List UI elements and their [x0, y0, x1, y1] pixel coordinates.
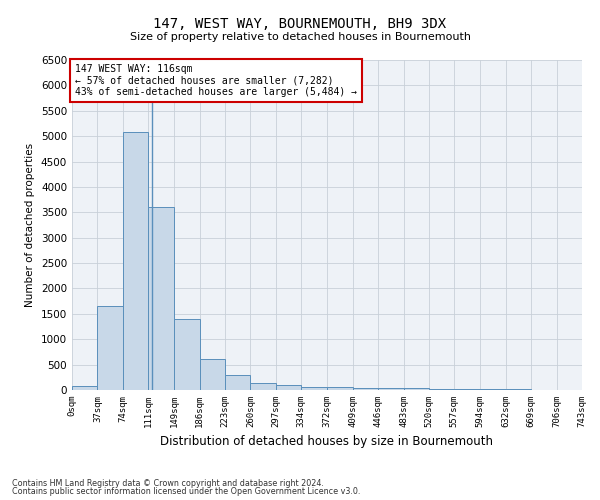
Bar	[174, 319, 200, 390]
Text: 147, WEST WAY, BOURNEMOUTH, BH9 3DX: 147, WEST WAY, BOURNEMOUTH, BH9 3DX	[154, 18, 446, 32]
Bar	[72, 386, 97, 390]
Bar	[250, 383, 276, 390]
X-axis label: Distribution of detached houses by size in Bournemouth: Distribution of detached houses by size …	[161, 436, 493, 448]
Bar	[404, 388, 429, 390]
Bar	[225, 375, 250, 390]
Text: 147 WEST WAY: 116sqm
← 57% of detached houses are smaller (7,282)
43% of semi-de: 147 WEST WAY: 116sqm ← 57% of detached h…	[75, 64, 357, 98]
Text: Contains HM Land Registry data © Crown copyright and database right 2024.: Contains HM Land Registry data © Crown c…	[12, 478, 324, 488]
Y-axis label: Number of detached properties: Number of detached properties	[25, 143, 35, 307]
Bar	[123, 132, 148, 390]
Bar	[328, 387, 353, 390]
Bar	[480, 389, 506, 390]
Bar	[200, 358, 225, 390]
Bar	[429, 388, 454, 390]
Bar	[301, 388, 328, 390]
Bar	[276, 386, 301, 390]
Bar	[148, 207, 174, 390]
Text: Contains public sector information licensed under the Open Government Licence v3: Contains public sector information licen…	[12, 487, 361, 496]
Text: Size of property relative to detached houses in Bournemouth: Size of property relative to detached ho…	[130, 32, 470, 42]
Bar	[97, 306, 123, 390]
Bar	[454, 389, 480, 390]
Bar	[353, 388, 378, 390]
Bar	[378, 388, 404, 390]
